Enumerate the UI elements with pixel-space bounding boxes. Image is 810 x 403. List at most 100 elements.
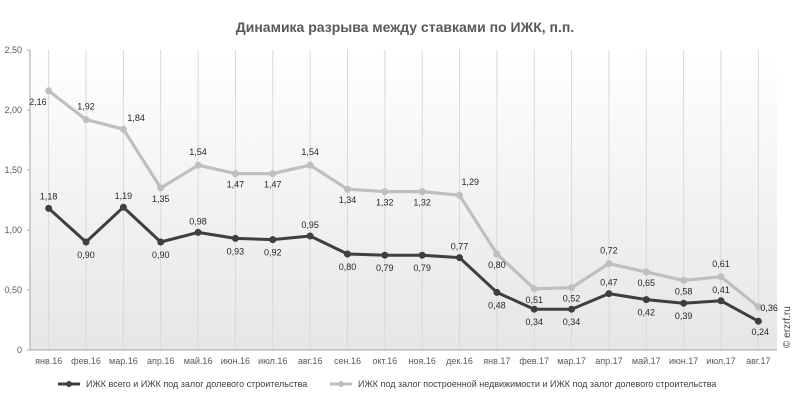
x-tick-label: дек.16	[446, 356, 473, 366]
data-point-2	[306, 161, 314, 169]
data-point-1	[493, 288, 501, 296]
series-line-1	[47, 205, 760, 323]
data-label-series-2: 1,54	[189, 147, 207, 157]
x-tick-label: мар.16	[109, 356, 138, 366]
data-label-series-1: 0,39	[675, 311, 693, 321]
grid	[48, 50, 759, 350]
x-tick-label: янв.16	[35, 356, 62, 366]
data-point-2	[568, 284, 576, 292]
data-label-series-1: 0,48	[488, 300, 506, 310]
data-point-2	[157, 184, 165, 192]
data-point-1	[754, 317, 762, 325]
x-tick-label: ноя.16	[408, 356, 435, 366]
data-label-series-1: 0,79	[376, 263, 394, 273]
data-point-2	[231, 170, 239, 178]
data-label-series-1: 0,77	[451, 242, 469, 252]
data-point-2	[194, 161, 202, 169]
data-label-series-1: 0,79	[413, 263, 431, 273]
data-point-2	[642, 268, 650, 276]
data-label-series-1: 0,90	[152, 250, 170, 260]
data-label-series-1: 0,80	[339, 262, 357, 272]
data-label-series-1: 0,41	[712, 285, 730, 295]
data-point-1	[343, 250, 351, 258]
data-point-1	[530, 305, 538, 313]
x-tick-label: мар.17	[557, 356, 586, 366]
data-label-series-2: 0,80	[488, 260, 506, 270]
y-tick-label: 2,50	[4, 45, 22, 55]
data-point-1	[381, 251, 389, 259]
data-point-2	[82, 116, 90, 124]
legend-marker-1	[66, 381, 72, 387]
data-point-1	[642, 296, 650, 304]
series-line-2	[47, 89, 760, 309]
data-label-series-1: 0,90	[77, 250, 95, 260]
data-point-1	[306, 232, 314, 240]
chart-title: Динамика разрыва между ставками по ИЖК, …	[236, 19, 574, 35]
y-tick-label: 0,50	[4, 285, 22, 295]
data-label-series-2: 0,36	[760, 303, 778, 313]
x-tick-label: июн.17	[669, 356, 698, 366]
x-tick-label: май.17	[632, 356, 661, 366]
data-label-series-2: 0,52	[563, 294, 581, 304]
data-label-series-1: 1,18	[40, 191, 58, 201]
data-point-2	[343, 185, 351, 193]
x-tick-label: май.16	[184, 356, 213, 366]
data-label-series-1: 0,34	[563, 317, 581, 327]
x-tick-label: июл.17	[706, 356, 735, 366]
data-point-1	[680, 299, 688, 307]
data-point-1	[717, 297, 725, 305]
data-label-series-1: 1,19	[115, 191, 133, 201]
x-tick-label: сен.16	[334, 356, 361, 366]
x-tick-label: апр.16	[147, 356, 174, 366]
data-label-series-2: 1,32	[413, 198, 431, 208]
data-point-2	[269, 170, 277, 178]
data-label-series-2: 1,29	[462, 177, 480, 187]
data-label-series-2: 2,16	[29, 97, 47, 107]
data-point-1	[82, 238, 90, 246]
data-label-series-2: 1,84	[127, 113, 145, 123]
data-label-series-2: 0,58	[675, 286, 693, 296]
data-label-series-2: 0,51	[525, 295, 543, 305]
data-point-1	[269, 236, 277, 244]
data-point-2	[418, 188, 426, 196]
data-point-1	[605, 290, 613, 298]
data-point-1	[456, 254, 464, 262]
data-label-series-1: 0,34	[525, 317, 543, 327]
legend-label-1: ИЖК всего и ИЖК под залог долевого строи…	[86, 379, 307, 389]
data-label-series-1: 0,24	[752, 327, 770, 337]
data-point-1	[568, 305, 576, 313]
legend: ИЖК всего и ИЖК под залог долевого строи…	[58, 379, 716, 389]
data-label-series-2: 1,47	[227, 180, 245, 190]
x-tick-label: фев.17	[519, 356, 549, 366]
y-tick-label: 2,00	[4, 105, 22, 115]
data-label-series-2: 1,54	[301, 147, 319, 157]
x-tick-label: окт.16	[372, 356, 397, 366]
data-label-series-1: 0,92	[264, 248, 282, 258]
data-label-series-2: 0,72	[600, 246, 618, 256]
data-label-series-1: 0,95	[301, 220, 319, 230]
data-label-series-2: 1,92	[77, 102, 95, 112]
data-point-2	[530, 285, 538, 293]
data-point-1	[231, 234, 239, 242]
legend-marker-2	[338, 381, 344, 387]
data-point-2	[754, 303, 762, 311]
data-label-series-1: 0,98	[189, 216, 207, 226]
axes: 0 0,50 1,00 1,50 2,00 2,50 янв.16 фев.16 мар.16 а…	[4, 45, 777, 366]
data-point-2	[605, 260, 613, 268]
data-point-2	[381, 188, 389, 196]
data-label-series-1: 0,47	[600, 278, 618, 288]
data-labels: 2,16 1,92 1,84 1,35 1,54 1,47 1,47 1,54 1,34 1,32…	[29, 97, 778, 337]
x-tick-label: авг.16	[298, 356, 322, 366]
data-point-2	[456, 191, 464, 199]
y-tick-label: 1,00	[4, 225, 22, 235]
credit-text: © erzrf.ru	[782, 306, 793, 348]
x-tick-label: янв.17	[483, 356, 510, 366]
x-tick-label: авг.17	[746, 356, 770, 366]
series-group	[45, 87, 762, 325]
data-point-1	[45, 204, 53, 212]
plot-area	[30, 50, 777, 350]
data-label-series-1: 0,93	[227, 246, 245, 256]
y-tick-label: 0	[17, 345, 22, 355]
x-tick-label: июл.16	[258, 356, 287, 366]
